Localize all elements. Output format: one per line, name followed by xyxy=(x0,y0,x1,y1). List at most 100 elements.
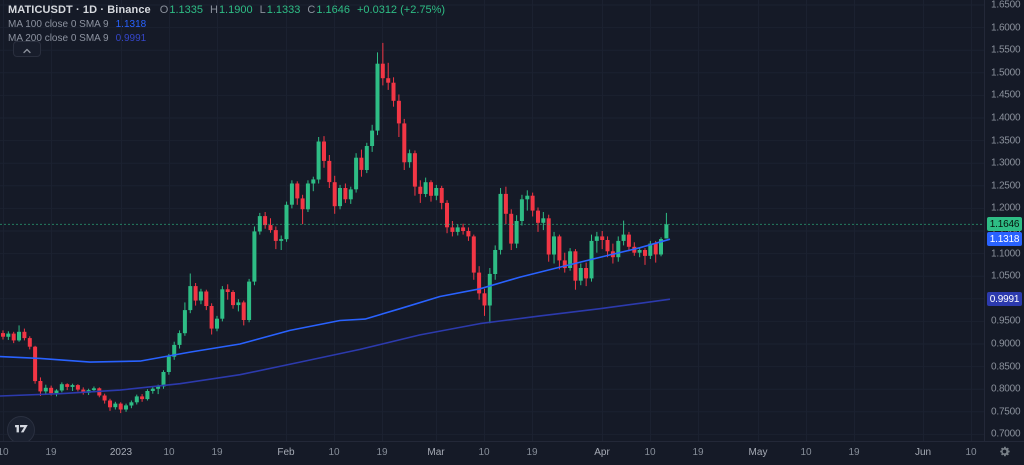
price-tick-label: 1.3000 xyxy=(991,157,1021,169)
time-tick-label: 19 xyxy=(848,447,860,458)
candle-body xyxy=(482,293,487,306)
price-tick-label: 1.2500 xyxy=(991,180,1021,192)
time-tick-label: 19 xyxy=(376,447,388,458)
candle-body xyxy=(22,331,27,339)
candle-body xyxy=(43,387,48,392)
candle-body xyxy=(241,302,246,320)
axis-settings-corner[interactable] xyxy=(984,441,1024,465)
candle-body xyxy=(204,291,209,306)
time-tick-label: 10 xyxy=(328,447,340,458)
indicator-row-ma200[interactable]: MA 200 close 0 SMA 9 0.9991 xyxy=(8,32,445,45)
candle-body xyxy=(316,141,321,180)
time-tick-label: Jun xyxy=(914,447,932,458)
time-tick-label: Mar xyxy=(427,447,445,458)
candle-body xyxy=(215,318,219,329)
candle-body xyxy=(33,346,38,382)
candle-body xyxy=(348,189,353,200)
candle-body xyxy=(621,234,626,241)
time-tick-label: Apr xyxy=(594,447,610,458)
candle-body xyxy=(252,231,257,282)
candle-body xyxy=(124,405,128,410)
candle-body xyxy=(27,338,32,347)
candle-body xyxy=(81,389,86,393)
candle-body xyxy=(557,236,562,261)
high-value: 1.1900 xyxy=(218,3,253,16)
time-tick-label: 19 xyxy=(526,447,538,458)
time-tick-label: 10 xyxy=(965,447,977,458)
candle-body xyxy=(509,213,514,244)
candle-body xyxy=(653,243,658,255)
price-tick-label: 1.2000 xyxy=(991,202,1021,214)
candle-body xyxy=(364,146,369,170)
candle-body xyxy=(423,182,428,194)
price-tick-label: 1.3500 xyxy=(991,135,1021,147)
candle-body xyxy=(471,236,476,273)
candle-body xyxy=(396,100,401,124)
candle-body xyxy=(445,202,449,228)
symbol-title[interactable]: MATICUSDT · 1D · Binance xyxy=(8,3,151,16)
candle-body xyxy=(429,182,433,196)
close-label: C xyxy=(307,3,316,16)
candle-body xyxy=(102,395,107,401)
candle-body xyxy=(573,251,578,281)
candle-body xyxy=(332,182,337,207)
candle-body xyxy=(584,268,589,279)
candle-body xyxy=(140,396,145,400)
time-tick-label: 2023 xyxy=(109,447,133,458)
time-axis[interactable]: 10 19 2023 10 19 Feb 10 19 Mar 10 19 Apr 10 19 May 10 19… xyxy=(0,441,984,465)
price-tick-label: 0.8000 xyxy=(991,383,1021,395)
candle-body xyxy=(311,179,316,184)
candle-body xyxy=(519,199,524,221)
ma100-value: 1.1318 xyxy=(115,19,147,30)
low-value: 1.1333 xyxy=(266,3,301,16)
candle-body xyxy=(65,384,70,387)
candle-body xyxy=(295,183,300,199)
candle-body xyxy=(193,286,198,301)
candle-body xyxy=(643,250,647,256)
ohlc-values: O 1.1335 H 1.1900 L 1.1333 C 1.1646 +0.0312 … xyxy=(160,4,445,16)
time-tick-label: 10 xyxy=(478,447,490,458)
candle-body xyxy=(359,157,364,170)
time-tick-label: 10 xyxy=(0,447,9,458)
collapse-legend-button[interactable] xyxy=(13,41,41,57)
time-tick-label: 19 xyxy=(211,447,223,458)
candle-body xyxy=(166,356,171,372)
candle-body xyxy=(659,239,663,255)
price-tick-label: 1.4000 xyxy=(991,112,1021,124)
symbol-legend-row[interactable]: MATICUSDT · 1D · Binance O 1.1335 H 1.1900… xyxy=(8,2,445,17)
candle-body xyxy=(322,141,326,161)
price-axis[interactable]: 1.6500 1.6000 1.5500 1.5000 1.4500 1.4000 1.35… xyxy=(984,0,1024,464)
candle-body xyxy=(375,63,380,131)
candle-body xyxy=(338,188,342,207)
time-tick-label: 10 xyxy=(800,447,812,458)
candle-body xyxy=(231,292,235,306)
candle-body xyxy=(91,388,96,391)
candle-body xyxy=(273,230,278,241)
open-value: 1.1335 xyxy=(169,3,203,16)
candle-body xyxy=(605,240,610,252)
candle-body xyxy=(156,386,161,389)
tradingview-logo[interactable] xyxy=(7,416,35,444)
candle-body xyxy=(172,344,177,357)
candle-body xyxy=(182,310,187,334)
last-price-label: 1.1646 xyxy=(987,217,1022,232)
indicator-row-ma100[interactable]: MA 100 close 0 SMA 9 1.1318 xyxy=(8,18,445,31)
time-tick-label: Feb xyxy=(277,447,295,458)
candle-body xyxy=(434,188,439,196)
open-label: O xyxy=(159,3,169,16)
candle-body xyxy=(236,302,241,306)
candle-body xyxy=(493,250,498,274)
candle-body xyxy=(568,251,573,268)
candle-body xyxy=(626,234,631,247)
chevron-up-icon xyxy=(23,42,31,57)
price-tick-label: 1.4500 xyxy=(991,89,1021,101)
price-tick-label: 1.0500 xyxy=(991,270,1021,282)
price-tick-label: 1.5500 xyxy=(991,44,1021,56)
candlestick-chart-pane[interactable] xyxy=(0,0,984,441)
price-tick-label: 0.7500 xyxy=(991,406,1021,418)
candle-body xyxy=(284,204,289,240)
candle-body xyxy=(268,225,273,231)
candle-body xyxy=(327,160,332,183)
candle-body xyxy=(402,123,407,163)
